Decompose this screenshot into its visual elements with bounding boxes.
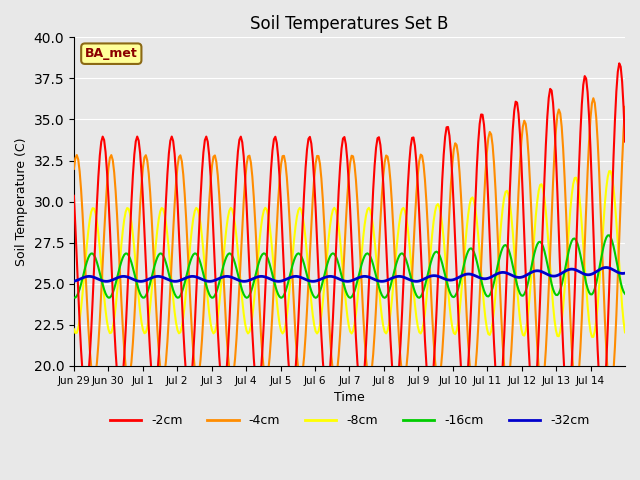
Title: Soil Temperatures Set B: Soil Temperatures Set B — [250, 15, 449, 33]
X-axis label: Time: Time — [334, 391, 365, 404]
Legend: -2cm, -4cm, -8cm, -16cm, -32cm: -2cm, -4cm, -8cm, -16cm, -32cm — [104, 409, 595, 432]
Y-axis label: Soil Temperature (C): Soil Temperature (C) — [15, 137, 28, 266]
Text: BA_met: BA_met — [85, 47, 138, 60]
